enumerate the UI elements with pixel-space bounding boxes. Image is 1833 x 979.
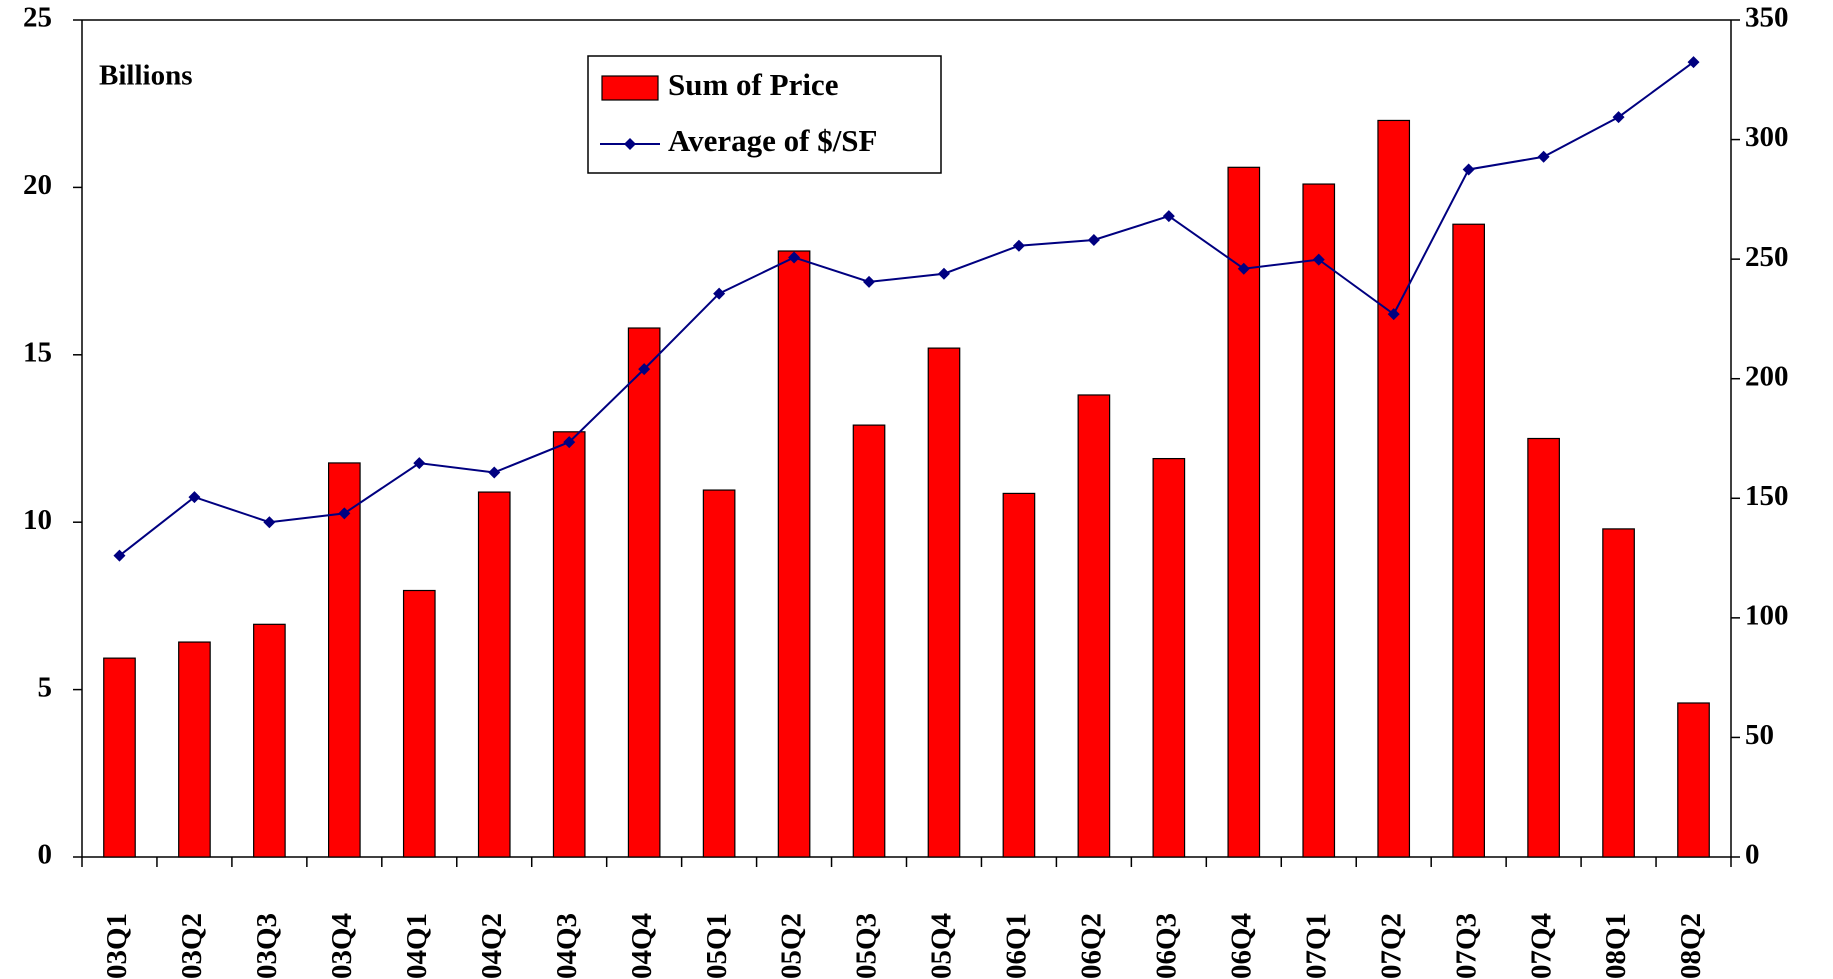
x-tick-label: 07Q1 [1300,913,1332,979]
x-tick-label: 04Q3 [551,913,583,979]
x-tick-label: 05Q1 [701,913,733,979]
marker [937,267,950,280]
bar [1227,166,1261,858]
marker [863,275,876,288]
marker [1162,210,1175,223]
x-tick-label: 03Q1 [101,913,133,979]
y-tick-label: 25 [23,2,52,34]
x-tick-label: 06Q1 [1001,913,1033,979]
bar [477,491,511,858]
x-tick-label: 04Q4 [626,913,658,979]
marker [788,251,801,264]
marker [1687,56,1700,69]
bar [1002,492,1036,858]
bar [328,462,361,858]
x-tick-label: 03Q4 [326,913,358,979]
x-tick-label: 07Q2 [1375,913,1407,979]
x-tick-label: 05Q4 [926,913,958,979]
y-tick-label: 5 [38,671,53,703]
marker [188,491,201,504]
y2-tick-label: 250 [1745,241,1789,273]
bar [1452,223,1485,858]
marker [1462,163,1475,176]
x-tick-label: 04Q2 [476,913,508,979]
x-tick-label: 08Q2 [1675,913,1707,979]
y2-tick-label: 200 [1745,360,1789,392]
bar [1677,702,1710,858]
y-tick-label: 10 [23,504,52,536]
bar [1527,437,1560,858]
y2-tick-label: 100 [1745,600,1789,632]
marker [1237,262,1250,275]
y2-tick-label: 300 [1745,121,1789,153]
y2-tick-label: 150 [1745,480,1789,512]
marker [1087,234,1100,247]
marker [638,363,651,376]
bar [702,489,736,858]
legend-label: Average of $/SF [668,123,877,158]
legend-swatch [601,75,659,101]
bar [552,431,586,858]
marker [1312,253,1325,266]
marker [113,549,126,562]
bar [1152,457,1186,858]
y2-tick-label: 50 [1745,719,1774,751]
bar [1602,528,1635,858]
bar [178,641,211,858]
annotation: Billions [99,60,193,92]
bar [253,623,286,858]
x-tick-label: 07Q3 [1450,913,1482,979]
bar [777,250,811,858]
y2-tick-label: 0 [1745,839,1760,871]
legend-marker [624,138,636,150]
legend-label: Sum of Price [668,67,838,102]
bar [1377,119,1411,858]
bar [852,424,886,858]
marker [1612,111,1625,124]
marker [1537,150,1550,163]
y2-tick-label: 350 [1745,2,1789,34]
x-tick-label: 06Q3 [1150,913,1182,979]
y-tick-label: 0 [38,839,53,871]
marker [338,507,351,520]
bar [402,589,436,858]
line [118,61,1695,557]
bar [1302,183,1336,858]
marker [1012,239,1025,252]
x-tick-label: 05Q2 [776,913,808,979]
bar [103,657,136,858]
bar [927,347,961,858]
marker [263,516,276,529]
marker [713,287,726,300]
y-tick-label: 20 [23,169,52,201]
x-tick-label: 03Q2 [176,913,208,979]
y-tick-label: 15 [23,336,52,368]
marker [413,457,426,470]
bar [627,327,661,858]
x-tick-label: 07Q4 [1525,913,1557,979]
x-tick-label: 04Q1 [401,913,433,979]
x-tick-label: 03Q3 [251,913,283,979]
x-tick-label: 08Q1 [1600,913,1632,979]
marker [488,466,501,479]
marker [1387,308,1400,321]
marker [563,436,576,449]
bar [1077,394,1111,858]
x-tick-label: 06Q2 [1076,913,1108,979]
x-tick-label: 06Q4 [1225,913,1257,979]
x-tick-label: 05Q3 [851,913,883,979]
